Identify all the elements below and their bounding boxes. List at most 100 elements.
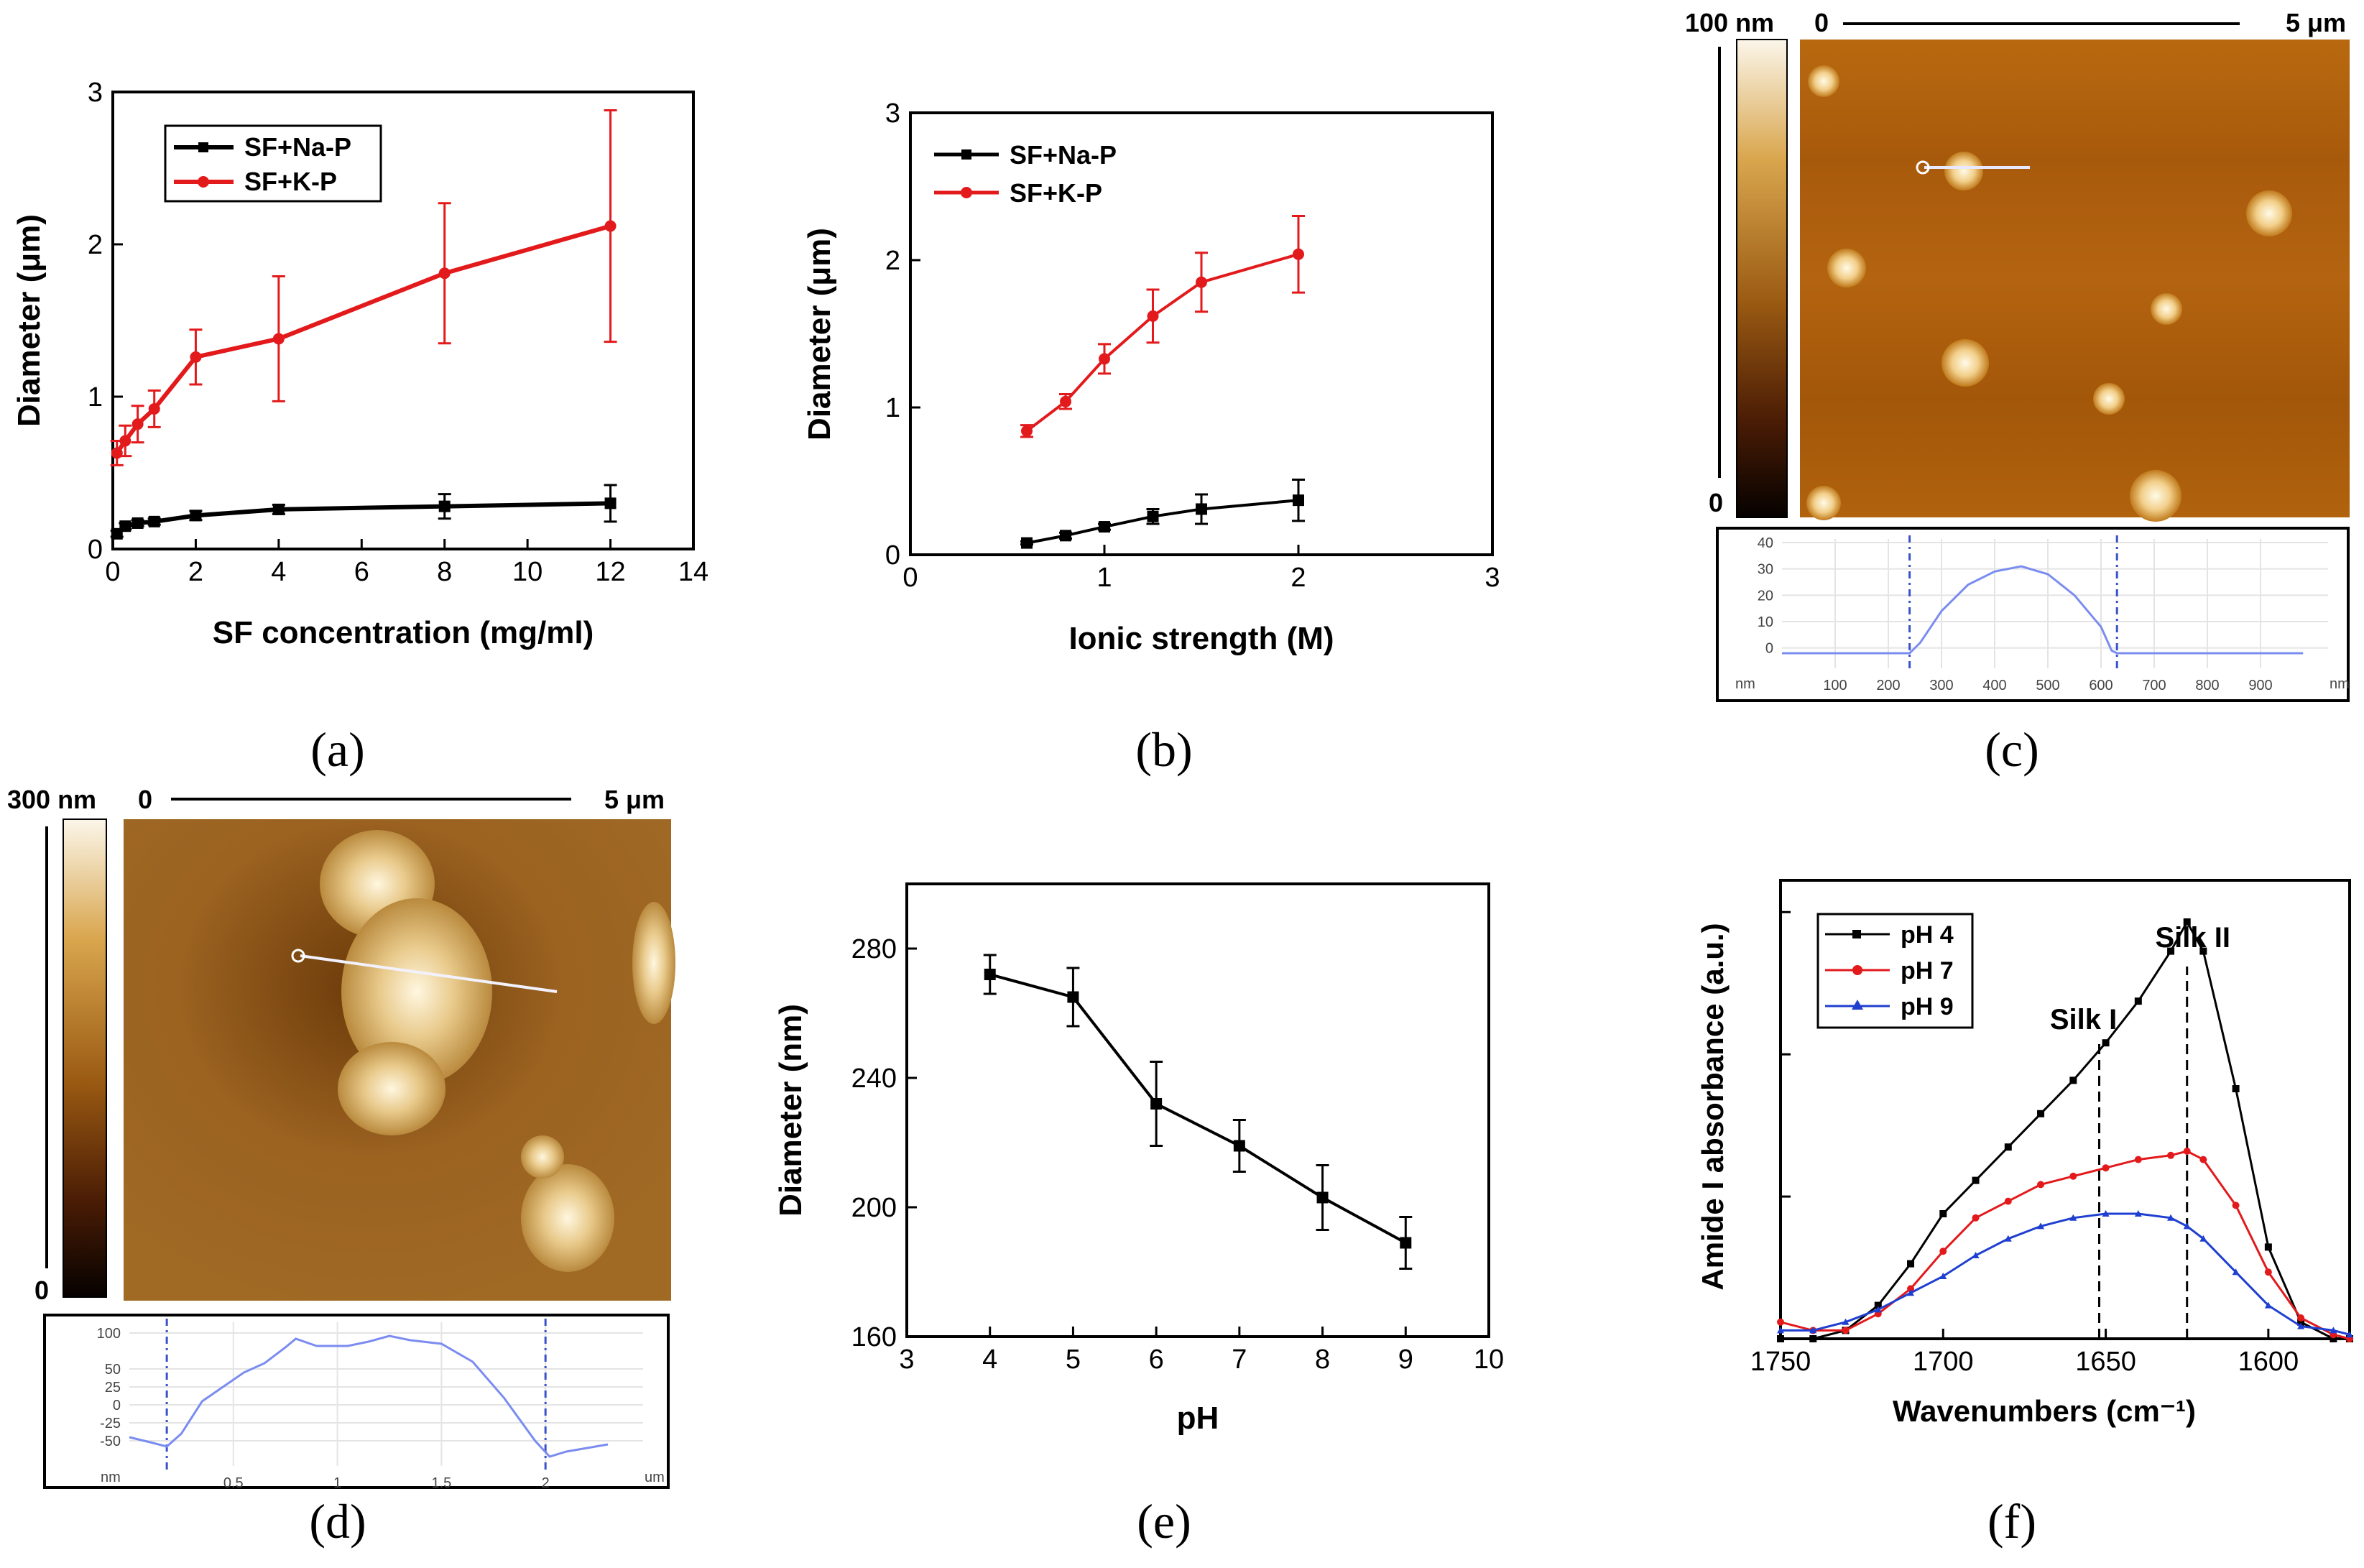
pe-xtick-label: 7 bbox=[1232, 1345, 1247, 1375]
pd-profile-xtick: 1 bbox=[333, 1475, 341, 1491]
panel-d-profile-start bbox=[291, 949, 305, 963]
pe-series-0-point bbox=[1316, 1191, 1329, 1204]
pa-series-1-point bbox=[604, 220, 617, 232]
pf-series-2-point bbox=[1809, 1327, 1817, 1334]
pa-ytick-label: 2 bbox=[88, 230, 103, 260]
pf-series-0-point bbox=[2069, 1076, 2077, 1084]
panel-a-legend: SF+Na-P SF+K-P bbox=[164, 124, 382, 203]
pa-series-0-point bbox=[604, 497, 617, 509]
pf-series-0-point bbox=[2102, 1039, 2110, 1047]
pa-ytick-label: 0 bbox=[88, 535, 103, 565]
pe-series-0-point bbox=[1233, 1140, 1245, 1152]
panel-b-ticks: 0 1 2 3 0 1 2 3 bbox=[885, 98, 1500, 593]
panel-b-legend-marker-1 bbox=[961, 187, 972, 198]
pb-series-0-point bbox=[1021, 537, 1033, 549]
pf-series-1-point bbox=[1907, 1285, 1915, 1293]
panel-c-colorbar bbox=[1736, 39, 1788, 518]
pd-profile-ytick: 25 bbox=[105, 1380, 121, 1396]
panel-b-legend-label-1: SF+K-P bbox=[1010, 178, 1102, 208]
pa-series-1-point bbox=[190, 351, 202, 363]
panel-f-chart: 1750 1700 1650 1600 Silk I Silk II pH 4 pH 7… bbox=[1696, 879, 2353, 1549]
panel-c-scale-max: 100 nm bbox=[1685, 8, 1774, 37]
pf-series-0-point bbox=[2167, 947, 2175, 955]
pf-series-2-point bbox=[2297, 1322, 2305, 1329]
pc-profile-xunit: nm bbox=[2330, 676, 2350, 692]
pb-xtick-label: 2 bbox=[1290, 563, 1306, 593]
pb-ytick-label: 1 bbox=[885, 393, 900, 423]
pf-series-2-point bbox=[1972, 1252, 1980, 1258]
panel-d-aggregate bbox=[341, 898, 492, 1085]
panel-a-ylabel: Diameter (μm) bbox=[11, 214, 47, 427]
pf-series-2-point bbox=[2004, 1235, 2012, 1242]
pf-annotation-label: Silk I bbox=[2050, 1004, 2117, 1036]
panel-c-particle bbox=[1944, 152, 1983, 190]
pa-series-1-point bbox=[131, 418, 144, 430]
pf-series-2-point bbox=[1874, 1306, 1882, 1313]
pa-xtick-label: 0 bbox=[105, 557, 120, 587]
panel-d-profile-line bbox=[300, 954, 558, 993]
pb-series-0-point bbox=[1147, 510, 1159, 522]
panel-c-particle bbox=[2151, 293, 2182, 325]
pd-profile-ytick: 50 bbox=[105, 1362, 121, 1378]
panel-e-axes-frame bbox=[905, 882, 1490, 1338]
panel-c-afm-image bbox=[1800, 40, 2350, 517]
pf-series-0-point bbox=[2199, 947, 2207, 955]
pf-series-1-point bbox=[1972, 1214, 1980, 1222]
pd-profile-xtick: 0.5 bbox=[223, 1475, 244, 1491]
panel-d-colorbar bbox=[63, 818, 107, 1298]
panel-d-aggregate bbox=[521, 1164, 614, 1272]
pd-profile-ytick: -50 bbox=[100, 1434, 121, 1449]
panel-a-legend-label-0: SF+Na-P bbox=[244, 132, 351, 162]
pf-series-1-point bbox=[1777, 1318, 1784, 1326]
pb-series-0-point bbox=[1293, 494, 1304, 507]
panel-b-legend-marker-0 bbox=[961, 149, 971, 160]
pf-series-2-point bbox=[2102, 1210, 2110, 1217]
panel-e-xlabel: pH bbox=[1177, 1401, 1219, 1436]
pc-profile-xtick: 300 bbox=[1929, 678, 1953, 693]
panel-d-scale-max: 300 nm bbox=[7, 785, 96, 814]
pe-ytick-label: 280 bbox=[851, 934, 897, 964]
pf-series-2-point bbox=[2037, 1222, 2045, 1230]
pb-series-1-point bbox=[1099, 353, 1110, 365]
panel-b-ylabel: Diameter (μm) bbox=[802, 228, 837, 441]
pa-ytick-label: 1 bbox=[88, 382, 103, 412]
pd-profile-ytick: 0 bbox=[113, 1398, 121, 1413]
pe-xtick-label: 9 bbox=[1398, 1345, 1413, 1375]
pb-ytick-label: 2 bbox=[885, 246, 900, 276]
pf-series-1-point bbox=[2037, 1181, 2045, 1189]
pc-profile-xtick: 800 bbox=[2195, 678, 2219, 693]
panel-c-particle bbox=[1941, 339, 1989, 387]
pa-series-0-point bbox=[148, 515, 160, 527]
pf-series-1-point bbox=[2167, 1151, 2175, 1159]
pa-series-1-line bbox=[115, 223, 611, 455]
pa-xtick-label: 4 bbox=[271, 557, 286, 587]
pf-series-0-point bbox=[2330, 1335, 2337, 1342]
pf-xtick-label: 1650 bbox=[2075, 1347, 2136, 1377]
pa-series-1-point bbox=[272, 333, 285, 345]
pf-series-2-point bbox=[2346, 1331, 2353, 1338]
panel-d-scale-min: 0 bbox=[34, 1276, 49, 1305]
panel-e-ticks: 3 4 5 6 7 8 9 10 160 200 240 280 bbox=[851, 934, 1505, 1375]
pf-series-0-point bbox=[2004, 1143, 2012, 1151]
pc-profile-xtick: 400 bbox=[1982, 678, 2006, 693]
panel-b-legend-label-0: SF+Na-P bbox=[1010, 140, 1117, 170]
pe-xtick-label: 6 bbox=[1149, 1345, 1164, 1375]
pe-series-0-point bbox=[1067, 991, 1079, 1003]
pf-series-1-point bbox=[2069, 1172, 2077, 1180]
pb-ytick-label: 3 bbox=[885, 98, 900, 129]
panel-d-aggregate bbox=[338, 1042, 445, 1135]
panel-c-afm: 100 nm 0 0 5 μm 100 200 300 400 500 600 700 800… bbox=[1685, 8, 2350, 777]
panel-c-label: (c) bbox=[1985, 722, 2039, 777]
pc-profile-xtick: 700 bbox=[2142, 678, 2166, 693]
pf-series-1-point bbox=[2232, 1202, 2240, 1209]
panel-d-bar-start: 0 bbox=[138, 785, 152, 814]
panel-f-axes-frame bbox=[1779, 879, 2351, 1340]
pf-series-0-point bbox=[2037, 1110, 2045, 1117]
pe-series-0-point bbox=[1150, 1098, 1163, 1110]
panel-f-legend-marker-2 bbox=[1852, 1000, 1863, 1010]
pf-series-1-point bbox=[2004, 1197, 2012, 1205]
pb-series-1-point bbox=[1147, 310, 1159, 322]
panel-f-label: (f) bbox=[1987, 1494, 2036, 1549]
